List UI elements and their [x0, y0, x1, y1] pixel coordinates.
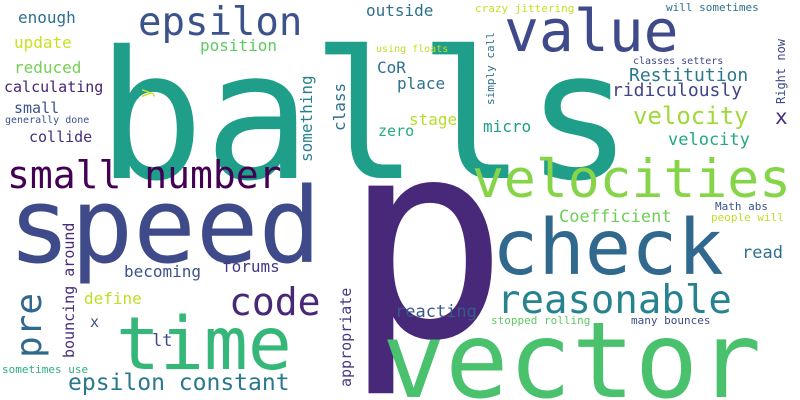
- word-simply-call: simply call: [484, 32, 497, 105]
- word-bouncing-around: bouncing around: [60, 222, 78, 358]
- word-stage: stage: [409, 110, 458, 129]
- word-read: read: [742, 243, 783, 263]
- word-coefficient: Coefficient: [559, 207, 672, 227]
- word-epsilon-constant: epsilon constant: [68, 370, 290, 396]
- word-speed: speed: [8, 165, 322, 287]
- word-code: code: [229, 280, 321, 324]
- word-using-floats: using floats: [376, 44, 449, 55]
- word-vector: vector: [382, 300, 762, 400]
- word-stopped-rolling: stopped rolling: [491, 314, 591, 327]
- word-restitution: Restitution: [629, 65, 749, 86]
- word-x-right: x: [775, 105, 788, 129]
- word-cor: CoR: [377, 58, 406, 77]
- word-x-left: x: [90, 313, 100, 331]
- word-becoming: becoming: [124, 262, 202, 281]
- word-small: small: [14, 99, 60, 117]
- word-outside: outside: [366, 1, 434, 20]
- word-lt: lt: [152, 331, 173, 351]
- word-update: update: [14, 33, 72, 52]
- word-crazy-jittering: crazy jittering: [475, 2, 575, 15]
- word-appropriate: appropriate: [337, 287, 355, 387]
- word-right-now: Right now: [774, 38, 788, 104]
- word-velocity-large: velocity: [633, 102, 749, 130]
- word-value: value: [504, 0, 679, 65]
- word-people-will: people will: [711, 211, 784, 224]
- word-position: position: [200, 36, 278, 55]
- word-epsilon: epsilon: [138, 0, 303, 45]
- word-collide: collide: [29, 128, 93, 146]
- word-y: y: [136, 88, 155, 98]
- word-class: class: [330, 82, 349, 131]
- word-micro: micro: [483, 117, 532, 136]
- word-reacting: reacting: [395, 302, 477, 322]
- word-enough: enough: [18, 8, 76, 27]
- word-balls: balls: [97, 13, 633, 220]
- word-zero: zero: [378, 122, 415, 140]
- word-place: place: [397, 74, 446, 93]
- word-p: p: [343, 81, 509, 400]
- word-ridiculously: ridiculously: [612, 80, 743, 101]
- word-velocity-small: velocity: [668, 130, 750, 150]
- word-velocities: velocities: [472, 149, 792, 210]
- word-will-sometimes: will sometimes: [666, 1, 759, 14]
- word-forums: forums: [222, 257, 280, 276]
- word-generally-done: generally done: [5, 115, 90, 126]
- word-something: something: [297, 75, 316, 162]
- word-small-number: small number: [7, 153, 282, 197]
- word-sometimes-use: sometimes use: [2, 363, 89, 376]
- word-calculating: calculating: [4, 78, 104, 96]
- word-math-abs: Math abs: [715, 200, 768, 213]
- word-check: check: [492, 204, 724, 293]
- word-reasonable: reasonable: [497, 278, 732, 323]
- word-classes-setters: classes setters: [633, 56, 724, 67]
- word-pre: pre: [9, 292, 50, 358]
- word-time: time: [116, 302, 292, 387]
- word-define: define: [84, 289, 142, 308]
- word-many-bounces: many bounces: [631, 314, 711, 327]
- word-reduced: reduced: [14, 58, 82, 77]
